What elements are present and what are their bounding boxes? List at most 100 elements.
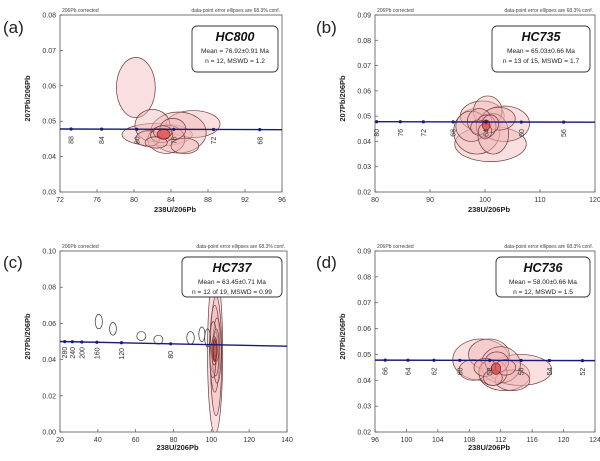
age-marker (421, 120, 425, 124)
age-marker (580, 359, 585, 363)
mswd-text: n = 12 of 19, MSWD = 0.99 (192, 289, 272, 296)
x-tick-label: 20 (56, 437, 64, 444)
y-tick-label: 0.08 (42, 13, 56, 20)
ellipse-confidence-note: data-point error ellipses are 68.3% conf… (504, 8, 593, 14)
ellipse-confidence-note: data-point error ellipses are 68.3% conf… (191, 8, 280, 14)
age-label: 280 (62, 347, 69, 359)
age-label: 76 (171, 136, 178, 144)
age-label: 80 (134, 136, 141, 144)
panel-b-hc735: (b) 206Pb corrected data-point error ellip… (316, 8, 600, 214)
age-label: 120 (119, 348, 126, 360)
correction-note: 206Pb corrected (377, 8, 414, 14)
mswd-text: n = 12, MSWD = 1.5 (513, 289, 573, 296)
y-axis-label: 207Pb/206Pb (338, 75, 347, 122)
stats-box (181, 256, 283, 298)
stats-box (495, 256, 591, 298)
age-marker (100, 127, 104, 131)
x-tick-label: 100 (401, 437, 413, 444)
mean-age-text: Mean = 63.45±0.71 Ma (198, 279, 266, 286)
age-label: 52 (580, 368, 587, 376)
x-tick-label: 90 (426, 197, 434, 204)
x-tick-label: 92 (241, 197, 249, 204)
error-ellipse (170, 137, 200, 155)
error-ellipse (481, 106, 516, 131)
age-marker (547, 358, 552, 363)
panel-d-hc736: (d) 206Pb corrected data-point error ellip… (316, 244, 600, 452)
ellipse-confidence-note: data-point error ellipses are 68.3% conf… (504, 244, 593, 250)
y-tick-label: 0.06 (357, 326, 371, 333)
y-tick-label: 0.02 (42, 393, 56, 400)
age-label: 58 (487, 367, 494, 375)
y-tick-label: 0.08 (357, 38, 371, 45)
x-tick-label: 80 (130, 197, 138, 204)
x-tick-label: 120 (589, 197, 600, 204)
rejected-ellipse (136, 331, 147, 341)
age-label: 68 (451, 129, 458, 137)
x-tick-label: 120 (558, 437, 570, 444)
y-tick-label: 0.06 (42, 83, 56, 90)
stats-box (491, 25, 591, 73)
x-tick-label: 84 (167, 197, 175, 204)
x-tick-label: 110 (534, 197, 545, 204)
age-marker (484, 120, 488, 124)
sample-title: HC800 (216, 30, 255, 44)
age-marker (69, 127, 73, 131)
age-label: 240 (70, 347, 77, 359)
y-tick-label: 0.07 (357, 63, 371, 70)
y-tick-label: 0.06 (42, 321, 56, 328)
age-marker (383, 358, 387, 362)
age-marker (458, 358, 462, 362)
age-label: 56 (519, 367, 526, 375)
age-marker (80, 340, 84, 344)
rejected-ellipse (94, 314, 103, 330)
y-axis-label: 207Pb/206Pb (23, 313, 32, 360)
age-label: 64 (406, 367, 413, 375)
error-ellipse (166, 110, 221, 138)
age-label: 200 (79, 347, 86, 359)
y-tick-label: 0.00 (42, 430, 56, 437)
age-label: 66 (383, 367, 390, 375)
y-axis-label: 207Pb/206Pb (23, 75, 32, 122)
age-marker (119, 341, 124, 345)
age-label: 64 (484, 129, 491, 137)
x-axis-label: 238U/206Pb (468, 205, 511, 214)
weighted-mean-ellipse (490, 362, 502, 375)
stats-box (191, 25, 279, 73)
age-marker (451, 120, 455, 124)
panel-c-hc737: (c) 206Pb corrected data-point error ellip… (3, 244, 293, 452)
y-tick-label: 0.07 (357, 300, 371, 307)
sample-title: HC736 (524, 261, 564, 275)
sample-title: HC737 (213, 261, 253, 275)
error-ellipse (458, 359, 488, 381)
x-tick-label: 72 (56, 197, 64, 204)
concordia-curve (375, 359, 595, 362)
mswd-text: n = 13 of 15, MSWD = 1.7 (503, 58, 580, 65)
age-marker (70, 340, 74, 344)
mswd-text: n = 12, MSWD = 1.2 (205, 58, 265, 65)
panel-label: (d) (316, 253, 337, 272)
age-marker (519, 358, 523, 363)
age-label: 60 (457, 367, 464, 375)
x-tick-label: 120 (243, 437, 255, 444)
panel-label: (a) (3, 18, 24, 37)
weighted-mean-ellipse (212, 339, 217, 362)
age-marker (488, 358, 492, 362)
concordia-curve (60, 128, 282, 131)
age-marker (63, 339, 67, 344)
mean-age-text: Mean = 76.92±0.91 Ma (201, 48, 269, 55)
y-tick-label: 0.05 (357, 352, 371, 359)
panel-label: (c) (3, 253, 23, 272)
y-tick-label: 0.04 (357, 378, 371, 385)
rejected-ellipse (204, 328, 211, 348)
y-tick-label: 0.05 (357, 114, 371, 121)
y-tick-label: 0.03 (42, 190, 56, 197)
age-marker (398, 120, 402, 124)
x-tick-label: 116 (527, 437, 538, 444)
panel-label: (b) (316, 18, 337, 37)
correction-note: 206Pb corrected (377, 244, 414, 250)
age-label: 80 (168, 351, 175, 359)
age-marker (169, 342, 173, 346)
age-marker (406, 358, 410, 362)
age-marker (211, 127, 216, 132)
